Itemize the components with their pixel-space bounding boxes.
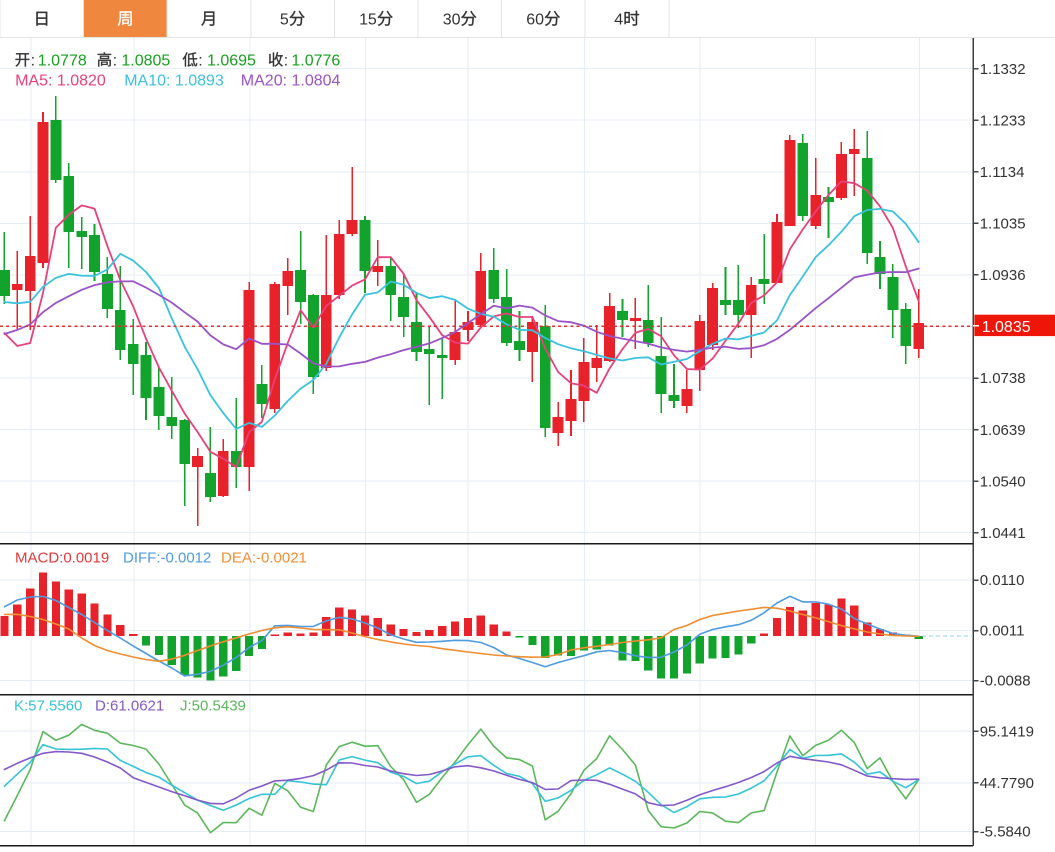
svg-text:3: 3 bbox=[443, 12, 452, 29]
svg-text:1.1332: 1.1332 bbox=[980, 61, 1026, 78]
svg-text:0: 0 bbox=[535, 12, 544, 29]
svg-text:0: 0 bbox=[452, 12, 461, 29]
svg-text:1.0695: 1.0695 bbox=[207, 52, 256, 69]
svg-text:MACD:0.0019: MACD:0.0019 bbox=[15, 550, 109, 567]
svg-text:MA5: 1.0820: MA5: 1.0820 bbox=[15, 73, 106, 90]
svg-text:1.0936: 1.0936 bbox=[980, 267, 1026, 284]
svg-text:DEA:-0.0021: DEA:-0.0021 bbox=[221, 550, 307, 567]
svg-text:1.0778: 1.0778 bbox=[38, 52, 87, 69]
svg-text:1.0738: 1.0738 bbox=[980, 370, 1026, 387]
svg-text::: : bbox=[31, 52, 35, 69]
svg-text:4: 4 bbox=[614, 12, 623, 29]
svg-text::: : bbox=[198, 52, 202, 69]
svg-text:1.0776: 1.0776 bbox=[291, 52, 340, 69]
svg-text:1: 1 bbox=[359, 12, 368, 29]
svg-text:DIFF:-0.0012: DIFF:-0.0012 bbox=[123, 550, 211, 567]
svg-text:-5.5840: -5.5840 bbox=[980, 824, 1031, 841]
svg-text:K:57.5560: K:57.5560 bbox=[14, 698, 82, 715]
svg-text:-0.0088: -0.0088 bbox=[980, 673, 1031, 690]
svg-text:1.0805: 1.0805 bbox=[121, 52, 170, 69]
svg-text:6: 6 bbox=[526, 12, 535, 29]
svg-text:0.0110: 0.0110 bbox=[980, 572, 1025, 589]
svg-text:MA20: 1.0804: MA20: 1.0804 bbox=[241, 73, 341, 90]
svg-text:1.0835: 1.0835 bbox=[982, 319, 1031, 336]
svg-text:1.0639: 1.0639 bbox=[980, 422, 1026, 439]
svg-text:D:61.0621: D:61.0621 bbox=[95, 698, 164, 715]
svg-text:1.1233: 1.1233 bbox=[980, 112, 1026, 129]
svg-text:1.0540: 1.0540 bbox=[980, 473, 1026, 490]
svg-text:95.1419: 95.1419 bbox=[980, 723, 1034, 740]
svg-text:MA10: 1.0893: MA10: 1.0893 bbox=[124, 73, 224, 90]
svg-text:0.0011: 0.0011 bbox=[980, 623, 1025, 640]
svg-text:1.1035: 1.1035 bbox=[980, 216, 1026, 233]
svg-text:J:50.5439: J:50.5439 bbox=[180, 698, 246, 715]
svg-text:5: 5 bbox=[280, 12, 289, 29]
svg-text:1.0441: 1.0441 bbox=[980, 525, 1026, 542]
svg-text:44.7790: 44.7790 bbox=[980, 775, 1034, 792]
svg-text:1.1134: 1.1134 bbox=[980, 164, 1025, 181]
svg-text::: : bbox=[113, 52, 117, 69]
svg-text::: : bbox=[284, 52, 288, 69]
svg-text:5: 5 bbox=[368, 12, 377, 29]
